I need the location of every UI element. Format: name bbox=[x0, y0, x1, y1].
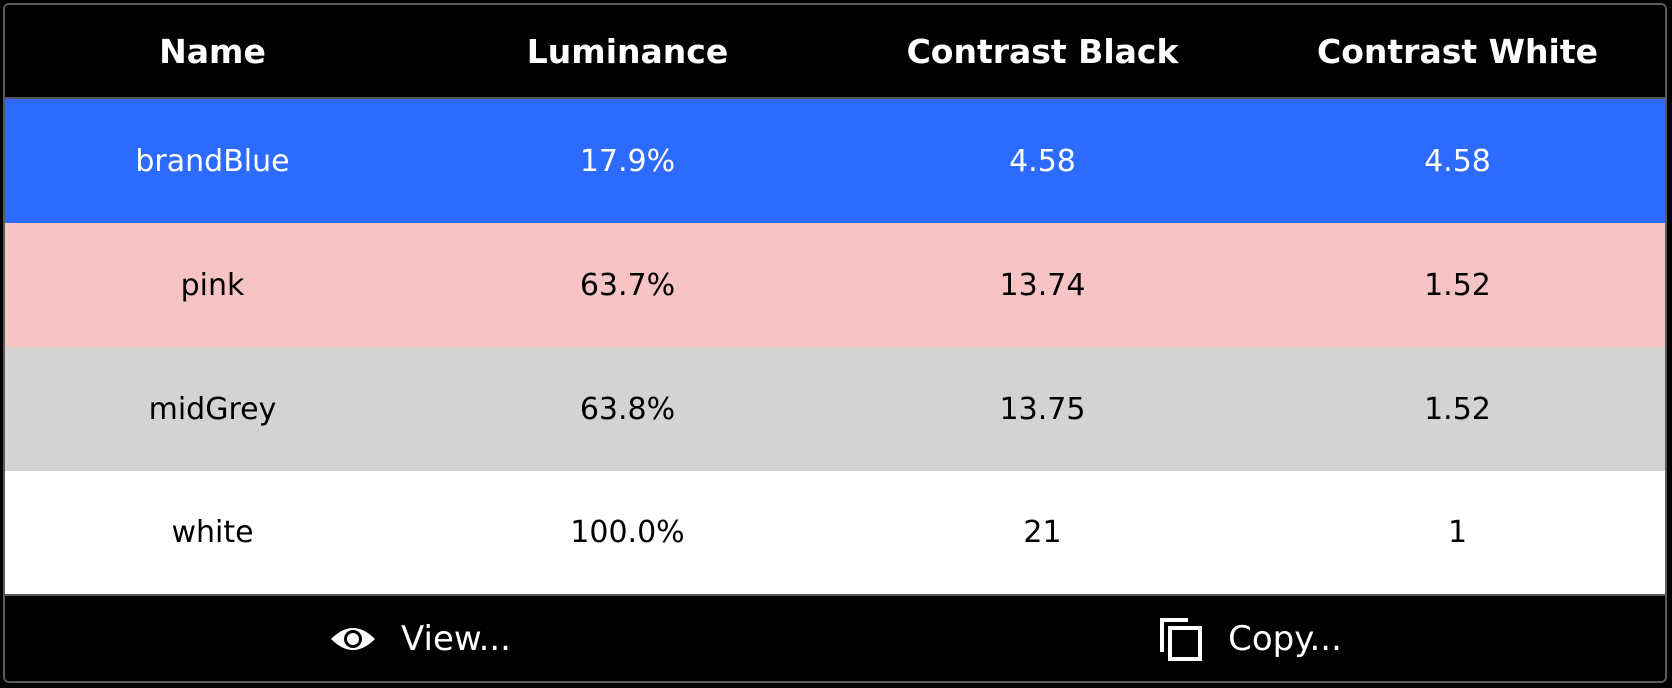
cell-contrast-white: 1.52 bbox=[1424, 391, 1491, 427]
cell-name: midGrey bbox=[148, 391, 277, 427]
cell-name: brandBlue bbox=[135, 143, 290, 179]
action-bar: View... Copy... bbox=[5, 596, 1665, 681]
eye-icon bbox=[329, 623, 377, 655]
copy-icon bbox=[1158, 616, 1204, 662]
cell-luminance: 100.0% bbox=[570, 515, 685, 550]
table-row: white 100.0% 21 1 bbox=[5, 471, 1665, 596]
table-row: brandBlue 17.9% 4.58 4.58 bbox=[5, 99, 1665, 223]
cell-name: white bbox=[171, 515, 254, 550]
copy-button[interactable]: Copy... bbox=[835, 596, 1665, 681]
cell-contrast-black: 4.58 bbox=[1009, 143, 1076, 179]
view-button-label: View... bbox=[401, 618, 511, 659]
header-contrast-white: Contrast White bbox=[1317, 31, 1598, 71]
cell-name: pink bbox=[180, 267, 245, 303]
table-row: pink 63.7% 13.74 1.52 bbox=[5, 223, 1665, 347]
view-button[interactable]: View... bbox=[5, 596, 835, 681]
table-header: Name Luminance Contrast Black Contrast W… bbox=[5, 5, 1665, 99]
cell-luminance: 63.8% bbox=[579, 391, 676, 427]
cell-contrast-white: 4.58 bbox=[1424, 143, 1491, 179]
color-contrast-panel: Name Luminance Contrast Black Contrast W… bbox=[3, 3, 1667, 683]
cell-luminance: 63.7% bbox=[579, 267, 676, 303]
table-row: midGrey 63.8% 13.75 1.52 bbox=[5, 347, 1665, 471]
header-luminance: Luminance bbox=[526, 31, 729, 71]
cell-contrast-white: 1 bbox=[1447, 515, 1468, 550]
cell-contrast-black: 13.75 bbox=[999, 391, 1086, 427]
cell-contrast-black: 13.74 bbox=[999, 267, 1086, 303]
copy-button-label: Copy... bbox=[1228, 618, 1342, 659]
cell-contrast-black: 21 bbox=[1023, 515, 1062, 550]
cell-contrast-white: 1.52 bbox=[1424, 267, 1491, 303]
header-name: Name bbox=[159, 31, 266, 71]
header-contrast-black: Contrast Black bbox=[906, 31, 1179, 71]
cell-luminance: 17.9% bbox=[579, 143, 676, 179]
